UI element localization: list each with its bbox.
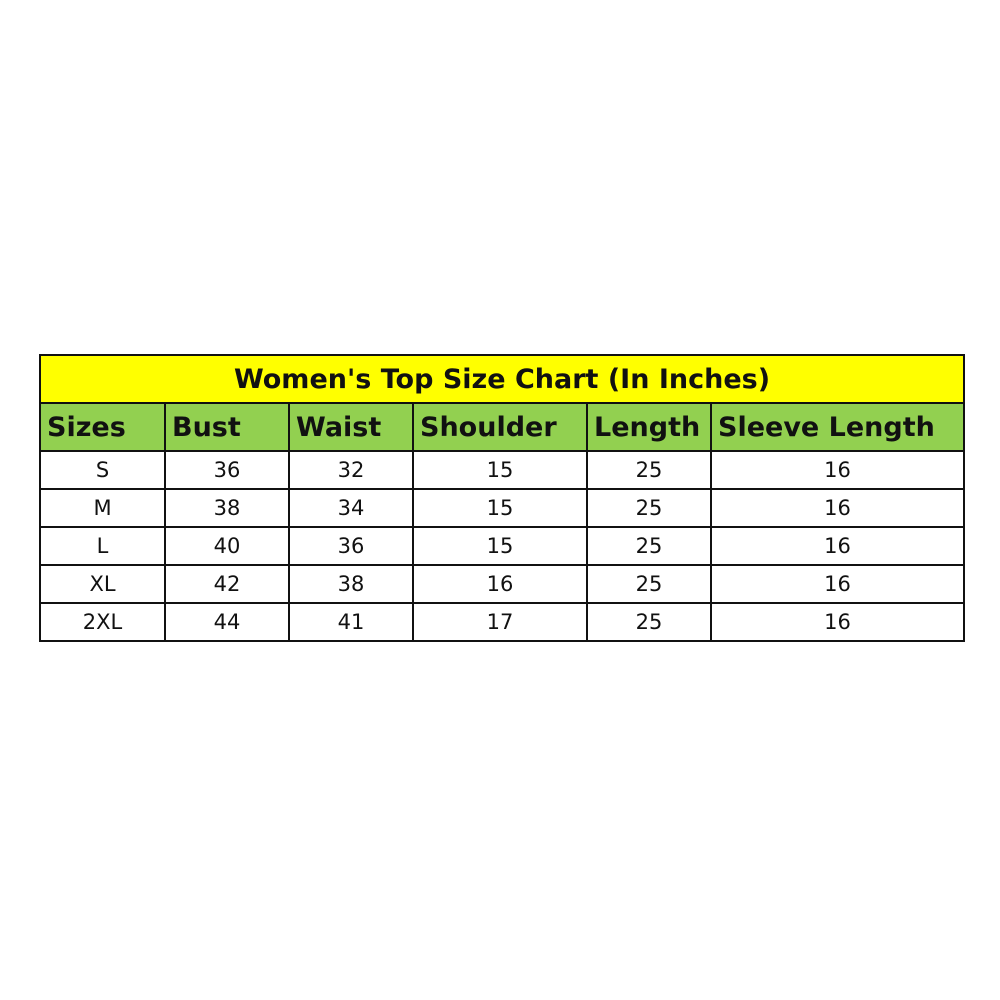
table-cell: 16 <box>710 488 965 528</box>
table-title: Women's Top Size Chart (In Inches) <box>39 354 965 404</box>
table-cell: M <box>39 488 166 528</box>
table-cell: 15 <box>412 450 588 490</box>
table-cell: 41 <box>288 602 414 642</box>
table-cell: 36 <box>164 450 290 490</box>
table-cell: 16 <box>710 526 965 566</box>
table-row: L 40 36 15 25 16 <box>39 526 965 566</box>
table-cell: 16 <box>710 564 965 604</box>
table-row: S 36 32 15 25 16 <box>39 450 965 490</box>
table-row: 2XL 44 41 17 25 16 <box>39 602 965 642</box>
table-cell: 2XL <box>39 602 166 642</box>
header-length: Length <box>586 402 712 452</box>
header-waist: Waist <box>288 402 414 452</box>
table-cell: L <box>39 526 166 566</box>
table-cell: 38 <box>164 488 290 528</box>
table-cell: 16 <box>412 564 588 604</box>
header-sizes: Sizes <box>39 402 166 452</box>
table-row: M 38 34 15 25 16 <box>39 488 965 528</box>
table-cell: 25 <box>586 488 712 528</box>
table-cell: 15 <box>412 526 588 566</box>
table-cell: 25 <box>586 564 712 604</box>
header-bust: Bust <box>164 402 290 452</box>
table-cell: 16 <box>710 450 965 490</box>
header-sleeve-length: Sleeve Length <box>710 402 965 452</box>
header-row: Sizes Bust Waist Shoulder Length Sleeve … <box>39 402 965 452</box>
table-cell: 42 <box>164 564 290 604</box>
table-cell: 44 <box>164 602 290 642</box>
table-row: XL 42 38 16 25 16 <box>39 564 965 604</box>
table-cell: 40 <box>164 526 290 566</box>
table-cell: 16 <box>710 602 965 642</box>
table-cell: 25 <box>586 602 712 642</box>
header-shoulder: Shoulder <box>412 402 588 452</box>
table-cell: 25 <box>586 526 712 566</box>
table-cell: S <box>39 450 166 490</box>
table-cell: 15 <box>412 488 588 528</box>
table-cell: 36 <box>288 526 414 566</box>
table-cell: 34 <box>288 488 414 528</box>
table-cell: 17 <box>412 602 588 642</box>
size-chart-table: Women's Top Size Chart (In Inches) Sizes… <box>39 354 965 642</box>
table-cell: 38 <box>288 564 414 604</box>
table-cell: XL <box>39 564 166 604</box>
table-cell: 32 <box>288 450 414 490</box>
table-cell: 25 <box>586 450 712 490</box>
